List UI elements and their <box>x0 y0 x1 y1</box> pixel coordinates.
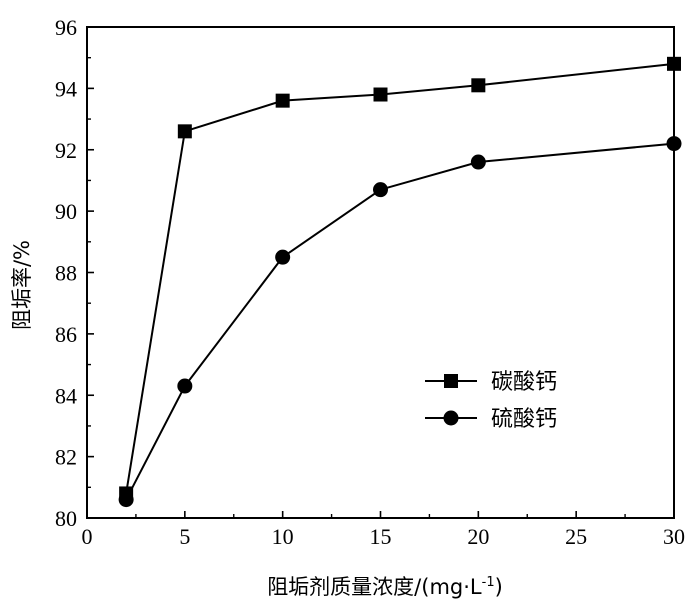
data-point-square <box>667 56 681 71</box>
y-tick-label: 88 <box>55 261 77 286</box>
data-point-circle <box>275 249 291 265</box>
y-axis-title: 阻垢率/% <box>10 240 34 330</box>
data-point-circle <box>177 378 193 394</box>
legend-label: 碳酸钙 <box>491 370 557 395</box>
y-axis-ticks: 80 82 84 86 88 90 92 94 96 <box>55 15 94 531</box>
legend-marker <box>443 410 459 426</box>
x-tick-label: 10 <box>272 524 294 549</box>
y-tick-label: 86 <box>55 322 77 347</box>
legend-item-2: 硫酸钙 <box>425 407 557 432</box>
data-point-square <box>373 87 388 102</box>
y-tick-label: 92 <box>55 138 77 163</box>
x-tick-label: 5 <box>179 524 190 549</box>
data-point-circle <box>373 182 388 198</box>
x-tick-label: 20 <box>467 524 489 549</box>
x-tick-label: 0 <box>82 524 93 549</box>
data-point-square <box>177 124 192 139</box>
data-point-circle <box>470 154 486 170</box>
x-tick-label: 15 <box>370 524 392 549</box>
series-1 <box>119 56 681 501</box>
x-axis-title: 阻垢剂质量浓度/(mg·L-1) <box>267 575 503 599</box>
y-tick-label: 80 <box>55 506 77 531</box>
legend-label: 硫酸钙 <box>491 407 557 432</box>
y-tick-label: 94 <box>55 76 77 101</box>
series-2 <box>118 136 682 508</box>
x-tick-label: 25 <box>565 524 587 549</box>
y-tick-label: 90 <box>55 199 77 224</box>
y-tick-label: 82 <box>55 445 77 470</box>
data-point-circle <box>666 136 682 152</box>
series-line <box>125 142 675 501</box>
data-point-square <box>471 78 486 93</box>
legend-marker <box>444 374 458 388</box>
x-tick-label: 30 <box>663 524 685 549</box>
legend-item-1: 碳酸钙 <box>425 370 557 395</box>
series-line <box>125 62 675 494</box>
y-tick-label: 84 <box>55 383 77 408</box>
series-layer <box>118 56 682 508</box>
y-tick-label: 96 <box>55 15 77 40</box>
x-axis-ticks: 0 5 10 15 20 25 30 <box>82 511 685 549</box>
data-point-circle <box>118 492 134 508</box>
data-point-square <box>275 93 290 108</box>
